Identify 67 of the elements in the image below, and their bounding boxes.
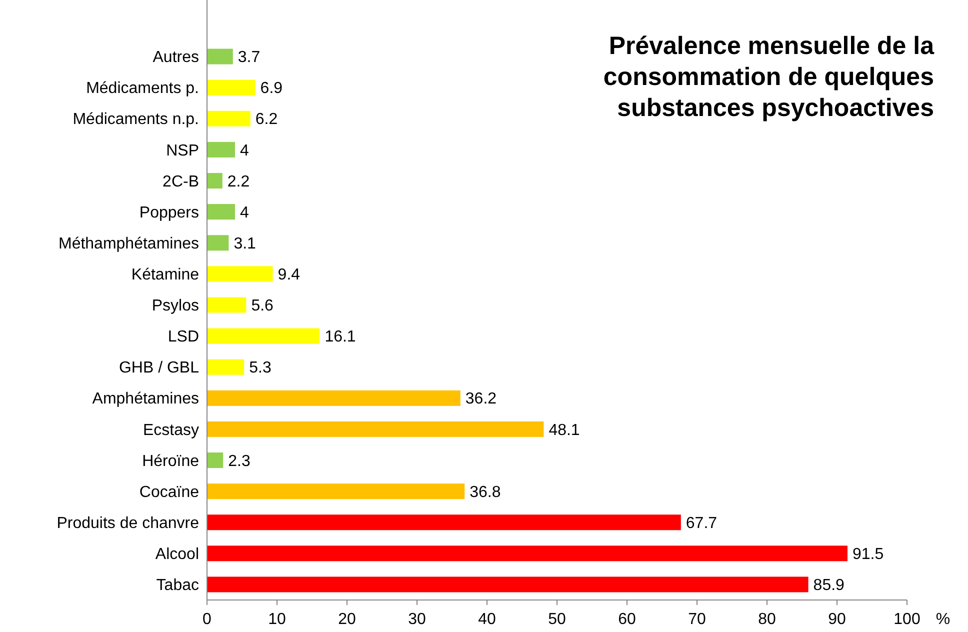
x-tick-label: 90 [828, 611, 846, 628]
bar [207, 204, 235, 220]
y-tick-label: NSP [166, 142, 199, 160]
text: Prévalence mensuelle de la consommation de quelques substances psychoactives [603, 32, 936, 122]
bar [207, 421, 544, 437]
y-tick-label: Cocaïne [139, 484, 200, 501]
data-label: 4 [240, 204, 249, 222]
bar [207, 142, 235, 158]
y-tick-label: Tabac [156, 577, 199, 594]
data-label: 9.4 [278, 266, 300, 284]
y-tick-label: Médicaments p. [86, 80, 199, 98]
y-tick-label: Kétamine [131, 266, 200, 284]
x-tick-label: 70 [688, 611, 706, 628]
data-label: 4 [240, 142, 249, 160]
y-tick-label: Médicaments n.p. [72, 111, 199, 128]
x-tick-label: 100 [894, 611, 920, 628]
y-tick-label: Ecstasy [142, 422, 199, 439]
data-label: 2.3 [228, 452, 250, 470]
data-label: 2.2 [227, 173, 250, 190]
bar [207, 452, 224, 468]
data-label: 36.2 [465, 390, 497, 408]
bar [207, 390, 460, 406]
y-tick-label: Poppers [139, 204, 199, 222]
bar [207, 266, 273, 282]
x-tick-label: 80 [758, 611, 776, 628]
y-tick-label: Autres [152, 49, 199, 66]
y-tick-label: Produits de chanvre [56, 514, 200, 532]
y-tick-label: Héroïne [142, 452, 200, 470]
data-label: 6.2 [255, 111, 278, 128]
data-label: 48.1 [548, 422, 580, 439]
bar [207, 328, 320, 344]
bar [207, 514, 681, 530]
bar [207, 359, 244, 375]
data-label: 5.3 [249, 360, 272, 377]
bar [207, 110, 250, 126]
bar [207, 546, 848, 562]
y-tick-label: Amphétamines [92, 390, 199, 408]
x-axis-title: % [936, 611, 950, 628]
data-label: 36.8 [470, 484, 501, 501]
y-tick-label: LSD [168, 328, 199, 346]
x-tick-label: 30 [408, 611, 426, 628]
x-tick-label: 0 [202, 611, 212, 628]
y-tick-label: Alcool [155, 546, 199, 564]
bar [207, 235, 229, 251]
y-tick-label: Psylos [152, 298, 199, 315]
bar [207, 297, 246, 313]
y-tick-label: Méthamphétamines [58, 235, 199, 252]
y-tick-label: 2C-B [162, 173, 199, 190]
x-tick-label: 60 [618, 611, 636, 628]
bar [207, 80, 256, 96]
x-tick-label: 40 [478, 611, 496, 628]
bar [207, 48, 233, 64]
x-tick-label: 50 [548, 611, 566, 628]
data-label: 3.7 [238, 49, 260, 66]
data-label: 85.9 [813, 577, 845, 594]
data-label: 6.9 [260, 80, 283, 98]
data-label: 67.7 [686, 514, 718, 532]
data-label: 91.5 [852, 546, 884, 564]
data-label: 16.1 [324, 328, 356, 346]
y-tick-label: GHB / GBL [118, 360, 200, 377]
data-label: 5.6 [251, 298, 274, 315]
x-tick-label: 20 [338, 611, 356, 628]
bar [207, 484, 465, 500]
x-tick-label: 10 [268, 611, 286, 628]
data-label: 3.1 [234, 235, 256, 252]
bar [207, 172, 222, 189]
bar [207, 576, 808, 592]
